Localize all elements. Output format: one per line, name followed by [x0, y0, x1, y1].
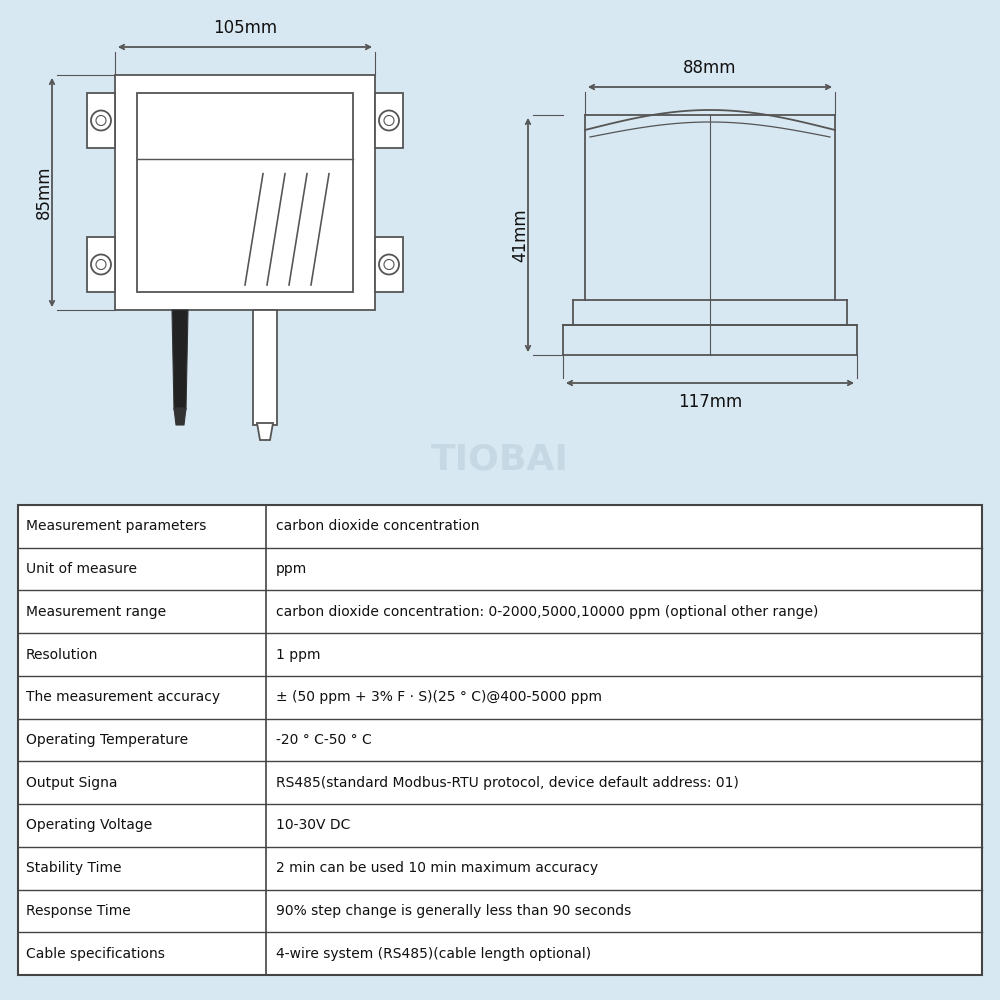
Text: 85mm: 85mm	[35, 166, 53, 219]
Text: The measurement accuracy: The measurement accuracy	[26, 690, 220, 704]
Text: 117mm: 117mm	[678, 393, 742, 411]
Text: ppm: ppm	[276, 562, 307, 576]
Text: Output Signa: Output Signa	[26, 776, 118, 790]
Text: Resolution: Resolution	[26, 648, 98, 662]
Polygon shape	[87, 237, 115, 292]
Text: Operating Voltage: Operating Voltage	[26, 818, 152, 832]
Polygon shape	[174, 408, 186, 425]
Text: Operating Temperature: Operating Temperature	[26, 733, 188, 747]
Text: Measurement range: Measurement range	[26, 605, 166, 619]
Polygon shape	[18, 505, 982, 975]
Polygon shape	[257, 423, 273, 440]
Text: Unit of measure: Unit of measure	[26, 562, 137, 576]
Circle shape	[91, 110, 111, 130]
Polygon shape	[253, 310, 277, 425]
Text: 2 min can be used 10 min maximum accuracy: 2 min can be used 10 min maximum accurac…	[276, 861, 598, 875]
Text: carbon dioxide concentration: 0-2000,5000,10000 ppm (optional other range): carbon dioxide concentration: 0-2000,500…	[276, 605, 818, 619]
Polygon shape	[375, 93, 403, 148]
Polygon shape	[137, 93, 353, 292]
Circle shape	[379, 254, 399, 274]
Text: 105mm: 105mm	[213, 19, 277, 37]
Polygon shape	[172, 310, 188, 410]
Circle shape	[96, 115, 106, 125]
Text: -20 ° C-50 ° C: -20 ° C-50 ° C	[276, 733, 372, 747]
Text: Response Time: Response Time	[26, 904, 131, 918]
Circle shape	[384, 115, 394, 125]
Text: 4-wire system (RS485)(cable length optional): 4-wire system (RS485)(cable length optio…	[276, 947, 591, 961]
Text: 10-30V DC: 10-30V DC	[276, 818, 350, 832]
Polygon shape	[375, 237, 403, 292]
Circle shape	[96, 259, 106, 269]
Text: RS485(standard Modbus-RTU protocol, device default address: 01): RS485(standard Modbus-RTU protocol, devi…	[276, 776, 739, 790]
Text: carbon dioxide concentration: carbon dioxide concentration	[276, 519, 480, 533]
Circle shape	[91, 254, 111, 274]
Circle shape	[384, 259, 394, 269]
Text: Stability Time: Stability Time	[26, 861, 122, 875]
Text: TIOBAI: TIOBAI	[431, 443, 569, 477]
Text: 41mm: 41mm	[511, 208, 529, 262]
Polygon shape	[115, 75, 375, 310]
Circle shape	[379, 110, 399, 130]
Text: 1 ppm: 1 ppm	[276, 648, 320, 662]
Text: ± (50 ppm + 3% F · S)(25 ° C)@400-5000 ppm: ± (50 ppm + 3% F · S)(25 ° C)@400-5000 p…	[276, 690, 602, 704]
Text: 88mm: 88mm	[683, 59, 737, 77]
Polygon shape	[87, 93, 115, 148]
Text: Cable specifications: Cable specifications	[26, 947, 165, 961]
Text: 90% step change is generally less than 90 seconds: 90% step change is generally less than 9…	[276, 904, 631, 918]
Text: Measurement parameters: Measurement parameters	[26, 519, 206, 533]
